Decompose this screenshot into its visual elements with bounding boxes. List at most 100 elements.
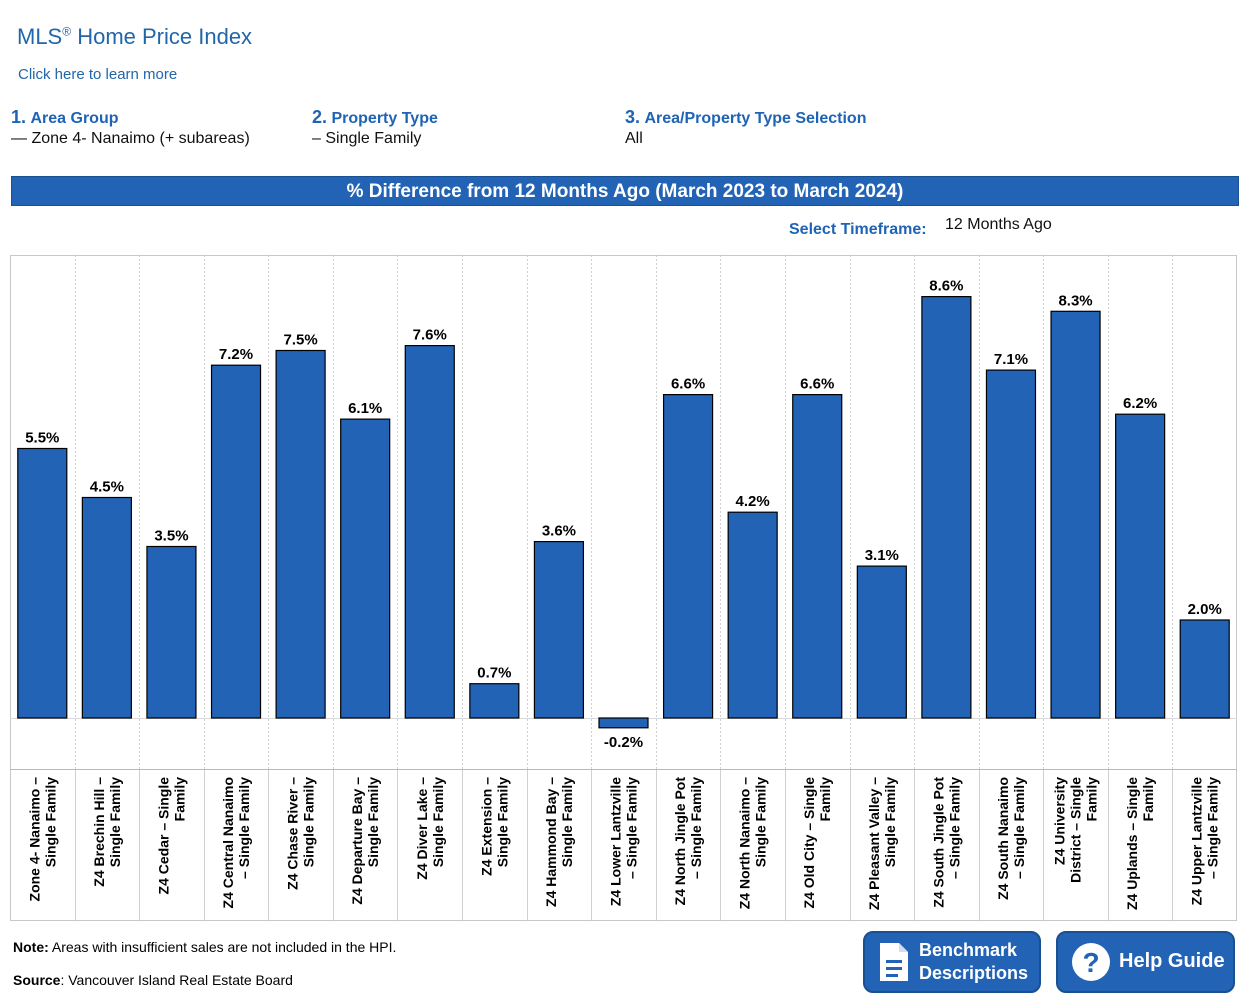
bar <box>662 394 714 719</box>
category-label: Single Family <box>301 777 317 867</box>
bar <box>469 683 520 719</box>
category-label: Z4 Central Nanaimo <box>220 777 236 908</box>
benchmark-label-line1: Benchmark <box>919 940 1018 960</box>
category-label: Zone 4- Nanaimo – <box>26 777 42 902</box>
category-label: Single Family <box>430 777 446 867</box>
category-label: – Single Family <box>1205 777 1221 879</box>
category-label: Z4 Chase River – <box>285 777 301 890</box>
bar <box>598 717 649 729</box>
category-label: Family <box>817 777 833 822</box>
category-label: – Single Family <box>688 777 704 879</box>
chart-frame <box>10 255 1237 921</box>
bar <box>146 545 197 719</box>
filter-area-group[interactable]: 1. Area Group — Zone 4- Nanaimo (+ subar… <box>11 107 250 147</box>
filter-property-type[interactable]: 2. Property Type – Single Family <box>312 107 438 147</box>
help-guide-label: Help Guide <box>1119 950 1225 972</box>
category-label: Z4 Pleasant Valley – <box>866 777 882 910</box>
benchmark-descriptions-button[interactable]: Benchmark Descriptions <box>863 931 1041 993</box>
svg-text:?: ? <box>1082 947 1099 978</box>
category-label: Z4 Cedar – Single <box>155 777 171 895</box>
bar <box>17 447 68 719</box>
data-label: 8.3% <box>1058 292 1092 309</box>
data-label: 5.5% <box>25 430 59 447</box>
category-label: Family <box>1084 777 1100 822</box>
bar <box>1115 413 1166 719</box>
data-label: 7.6% <box>413 327 447 344</box>
category-label: – Single Family <box>236 777 252 879</box>
bar <box>210 364 262 719</box>
category-label: Single Family <box>107 777 123 867</box>
filter-label: Area/Property Type Selection <box>644 110 867 127</box>
category-label: Z4 North Nanaimo – <box>737 777 753 909</box>
bar <box>340 418 391 719</box>
category-label: – Single Family <box>1011 777 1027 879</box>
bar <box>727 511 778 719</box>
filter-label: Area Group <box>30 110 119 127</box>
timeframe-select[interactable]: 12 Months Ago <box>945 216 1052 233</box>
category-label: – Single Family <box>946 777 962 879</box>
bar <box>1050 310 1101 719</box>
category-label: Z4 Upper Lantzville <box>1189 777 1205 906</box>
category-label: Z4 Uplands – Single <box>1124 777 1140 910</box>
category-label: Z4 Lower Lantzville <box>608 777 624 906</box>
filter-area-property-selection[interactable]: 3. Area/Property Type Selection All <box>625 107 867 147</box>
data-label: 3.5% <box>154 528 188 545</box>
category-label: Z4 North Jingle Pot <box>672 777 688 906</box>
learn-more-link[interactable]: Click here to learn more <box>18 66 178 83</box>
bar <box>81 496 132 719</box>
data-label: 3.1% <box>865 547 899 564</box>
help-guide-button[interactable]: ? Help Guide <box>1056 931 1235 993</box>
data-label: 3.6% <box>542 523 576 540</box>
category-label: Z4 South Nanaimo <box>995 777 1011 900</box>
data-label: 4.2% <box>736 493 770 510</box>
bar <box>921 295 972 719</box>
data-label: -0.2% <box>604 734 643 751</box>
data-label: 6.6% <box>671 376 705 393</box>
data-label: 6.6% <box>800 376 834 393</box>
data-label: 0.7% <box>477 665 511 682</box>
data-label: 7.5% <box>284 332 318 349</box>
page-title: MLS® Home Price Index <box>17 24 253 49</box>
category-label: Z4 Extension – <box>478 777 494 876</box>
note: Note: Areas with insufficient sales are … <box>13 939 397 955</box>
bar <box>856 565 907 719</box>
category-label: Single Family <box>42 777 58 867</box>
chart-title-banner: % Difference from 12 Months Ago (March 2… <box>11 176 1239 206</box>
filter-value[interactable]: All <box>625 130 643 147</box>
category-label: Z4 University <box>1052 777 1068 865</box>
category-label: Single Family <box>494 777 510 867</box>
data-label: 7.1% <box>994 351 1028 368</box>
bar <box>533 541 585 719</box>
data-label: 6.1% <box>348 400 382 417</box>
question-icon: ? <box>1072 943 1110 981</box>
category-label: Z4 Diver Lake – <box>414 777 430 880</box>
filter-value[interactable]: – Single Family <box>312 130 422 147</box>
category-label: Family <box>171 777 187 822</box>
data-label: 6.2% <box>1123 395 1157 412</box>
category-label: Single Family <box>365 777 381 867</box>
bar <box>275 349 326 719</box>
timeframe-label: Select Timeframe: <box>789 221 927 238</box>
data-label: 7.2% <box>219 346 253 363</box>
category-label: Family <box>1140 777 1156 822</box>
filter-label: Property Type <box>331 110 438 127</box>
source: Source: Vancouver Island Real Estate Boa… <box>13 972 293 988</box>
bar <box>404 344 455 719</box>
data-label: 2.0% <box>1188 601 1222 618</box>
bar <box>792 394 843 719</box>
category-label: District – Single <box>1068 777 1084 883</box>
category-label: – Single Family <box>624 777 640 879</box>
bar <box>1179 619 1230 719</box>
filter-value[interactable]: — Zone 4- Nanaimo (+ subareas) <box>11 130 250 147</box>
category-label: Single Family <box>882 777 898 867</box>
benchmark-label-line2: Descriptions <box>919 963 1029 983</box>
category-label: Z4 Departure Bay – <box>349 777 365 905</box>
bar-chart: 5.5%Zone 4- Nanaimo – Single Family4.5%Z4… <box>10 255 1237 921</box>
category-label: Single Family <box>559 777 575 867</box>
category-label: Z4 Brechin Hill – <box>91 777 107 887</box>
category-label: Z4 Old City – Single <box>801 777 817 909</box>
category-label: Z4 South Jingle Pot <box>930 777 946 908</box>
category-label: Z4 Hammond Bay – <box>543 777 559 907</box>
bar <box>985 369 1037 719</box>
category-label: Single Family <box>753 777 769 867</box>
